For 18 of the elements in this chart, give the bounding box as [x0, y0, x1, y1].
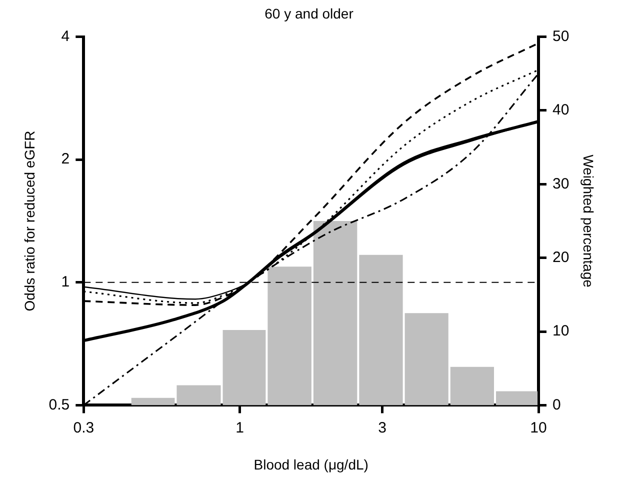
y-axis-title: Odds ratio for reduced eGFR — [21, 130, 38, 312]
y-tick-label: 1 — [61, 274, 70, 291]
y-tick-label: 2 — [61, 150, 70, 168]
x-tick-label: 1 — [236, 419, 244, 436]
y2-tick-label: 20 — [552, 248, 570, 266]
y2-tick-label: 30 — [552, 175, 570, 192]
x-tick-label: 3 — [378, 419, 387, 436]
x-tick-label: 0.3 — [73, 419, 94, 436]
y-tick-label: 0.5 — [48, 396, 70, 414]
x-tick-label: 10 — [530, 419, 547, 436]
y2-axis-title: Weighted percentage — [580, 154, 597, 288]
y2-tick-label: 0 — [552, 396, 561, 414]
y-tick-label: 4 — [61, 28, 70, 45]
chart-title: 60 y and older — [264, 5, 354, 22]
y2-tick-label: 40 — [552, 102, 570, 119]
y2-tick-label: 50 — [552, 28, 570, 45]
y2-tick-label: 10 — [552, 322, 570, 340]
x-axis-title: Blood lead (μg/dL) — [254, 456, 368, 472]
